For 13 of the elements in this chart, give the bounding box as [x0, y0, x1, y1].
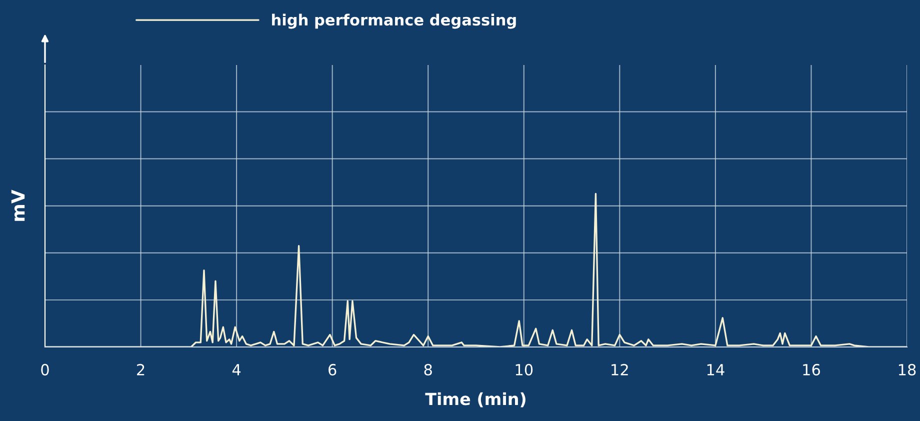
- x-tick-label: 0: [41, 364, 49, 376]
- x-tick-label: 2: [137, 364, 144, 376]
- y-axis-title: mV: [11, 190, 25, 221]
- x-tick-label: 6: [328, 364, 336, 376]
- x-axis-title: Time (min): [425, 392, 526, 408]
- x-tick-label: 14: [707, 364, 724, 376]
- x-tick-label: 12: [612, 364, 628, 376]
- x-tick-label: 8: [424, 364, 432, 376]
- x-tick-label: 16: [803, 364, 820, 376]
- text: high performance degassing: [272, 14, 516, 29]
- x-tick-label: 4: [232, 364, 241, 376]
- x-tick-label: 10: [516, 364, 533, 376]
- x-tick-label: 18: [898, 364, 916, 376]
